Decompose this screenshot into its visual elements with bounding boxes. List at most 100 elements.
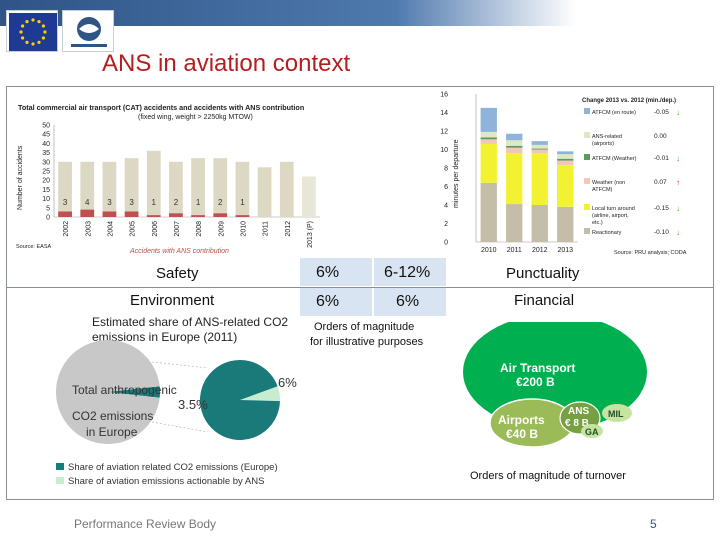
ga-bubble — [581, 424, 603, 438]
ans-accidents-bar — [102, 211, 117, 217]
legend-swatch — [584, 132, 590, 138]
legend-swatch — [584, 178, 590, 184]
punctuality-y-tick: 6 — [444, 184, 448, 191]
delay-segment — [557, 206, 574, 242]
delay-segment — [531, 144, 548, 149]
legend-label: ATFCM (en route) — [592, 110, 636, 116]
accidents-source: Source: EASA — [16, 244, 51, 250]
delay-segment — [506, 145, 523, 148]
ans-accidents-bar — [191, 215, 205, 217]
delay-segment — [506, 153, 523, 205]
arrow-down-icon: ↓ — [676, 154, 680, 163]
punctuality-y-tick: 0 — [444, 240, 448, 247]
air-transport-value: €200 B — [516, 375, 555, 389]
accidents-y-tick: 40 — [42, 141, 50, 148]
accidents-x-tick: 2012 — [285, 221, 292, 237]
delay-segment — [557, 154, 574, 159]
co2-pie-chart: Estimated share of ANS-related CO2 emiss… — [56, 315, 297, 487]
punctuality-y-tick: 2 — [444, 221, 448, 228]
eurocontrol-logo — [62, 10, 114, 52]
accidents-y-tick: 15 — [42, 187, 50, 194]
change-header: Change 2013 vs. 2012 (min./dep.) — [582, 98, 676, 104]
financial-value-cell — [374, 288, 446, 316]
accidents-x-tick: 2003 — [85, 221, 92, 237]
delay-segment — [531, 205, 548, 242]
punctuality-x-tick: 2011 — [507, 247, 522, 254]
ans-accidents-bar — [213, 213, 228, 217]
legend-label: (airline, airport, — [592, 213, 629, 219]
accidents-y-tick: 30 — [42, 159, 50, 166]
pie-label-total-2: CO2 emissions — [72, 409, 153, 423]
orders-note-line-2: for illustrative purposes — [310, 336, 424, 348]
delay-segment — [531, 141, 548, 145]
page-number: 5 — [650, 517, 657, 531]
pie-title-line-2: emissions in Europe (2011) — [92, 330, 237, 344]
delay-segment — [531, 149, 548, 154]
eu-flag-logo — [6, 10, 58, 52]
arrow-down-icon: ↓ — [676, 228, 680, 237]
pie-slice — [56, 340, 160, 445]
accidents-legend-label: Accidents with ANS contribution — [129, 248, 229, 255]
punctuality-y-tick: 10 — [440, 147, 448, 154]
ans-accidents-data-label: 3 — [63, 198, 68, 207]
pie-slice — [108, 386, 160, 398]
delay-segment — [557, 165, 574, 207]
content-frame — [6, 86, 714, 500]
accidents-x-tick: 2007 — [174, 221, 181, 237]
accidents-x-tick: 2005 — [130, 221, 137, 237]
delay-segment — [480, 143, 497, 183]
delay-segment — [480, 107, 497, 132]
change-value: -0.05 — [654, 109, 669, 116]
total-accidents-bar — [257, 167, 272, 217]
legend-label: (airports) — [592, 141, 614, 147]
ans-accidents-data-label: 2 — [218, 198, 223, 207]
delay-segment — [480, 182, 497, 242]
ans-accidents-bar — [235, 215, 250, 217]
turnover-bubble-diagram: Air Transport €200 B Airports €40 B ANS … — [463, 322, 647, 448]
ans-accidents-bar — [80, 209, 95, 217]
accidents-x-tick: 2011 — [263, 221, 270, 236]
header-bar — [0, 0, 720, 26]
delay-segment — [480, 131, 497, 138]
mil-label: MIL — [608, 409, 624, 419]
punctuality-value: 6-12% — [384, 264, 431, 281]
accidents-y-tick: 50 — [42, 123, 50, 130]
delay-segment — [531, 148, 548, 150]
punctuality-label: Punctuality — [506, 265, 580, 282]
legend-swatch — [584, 154, 590, 160]
legend-label: etc.) — [592, 220, 603, 226]
punctuality-x-tick: 2010 — [481, 247, 497, 254]
mil-bubble — [602, 404, 632, 422]
punctuality-y-tick: 8 — [444, 166, 448, 173]
ans-accidents-bar — [169, 213, 183, 217]
ga-label: GA — [585, 427, 599, 437]
legend-label: Local turn around — [592, 206, 635, 212]
accidents-bar-chart: Total commercial air transport (CAT) acc… — [8, 88, 374, 256]
total-accidents-bar — [102, 161, 117, 217]
ans-accidents-bar — [58, 211, 72, 217]
ans-accidents-data-label: 1 — [152, 198, 157, 207]
legend-swatch — [584, 204, 590, 210]
accidents-y-tick: 5 — [46, 205, 50, 212]
delay-segment — [506, 140, 523, 146]
airports-label: Airports — [498, 413, 545, 427]
total-accidents-bar — [213, 158, 228, 217]
total-accidents-bar — [235, 161, 250, 217]
legend-label: ATFCM) — [592, 187, 613, 193]
punctuality-y-label: minutes per departure — [453, 139, 460, 208]
delay-segment — [506, 147, 523, 154]
ans-label: ANS — [568, 406, 589, 417]
accidents-x-tick: 2002 — [63, 221, 70, 237]
total-accidents-bar — [169, 161, 183, 217]
total-accidents-bar — [80, 161, 95, 217]
change-value: -0.01 — [654, 155, 669, 162]
total-accidents-bar — [124, 158, 139, 217]
turnover-note: Orders of magnitude of turnover — [470, 470, 626, 482]
pie-legend-ans: Share of aviation emissions actionable b… — [68, 476, 264, 487]
pie-title-line-1: Estimated share of ANS-related CO2 — [92, 315, 288, 329]
punctuality-x-tick: 2013 — [557, 247, 573, 254]
accidents-x-tick: 2013 (P) — [307, 221, 314, 248]
delay-segment — [557, 158, 574, 161]
financial-value: 6% — [396, 293, 420, 310]
ans-accidents-data-label: 3 — [107, 198, 112, 207]
